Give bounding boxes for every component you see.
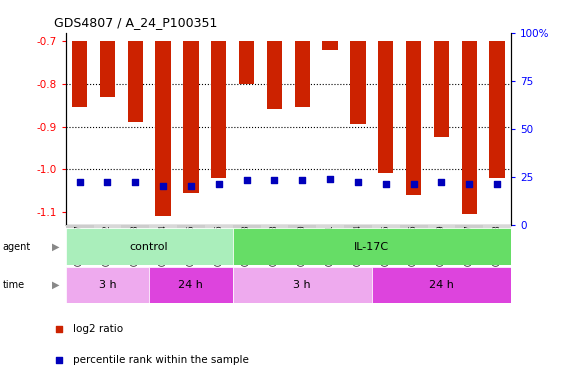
Bar [434,41,449,137]
Text: GSM808633: GSM808633 [242,225,251,266]
Point [242,177,251,184]
Bar [267,41,282,109]
Bar [288,225,316,228]
Bar [72,41,87,107]
Bar [122,225,149,228]
Point [75,179,84,185]
Text: GSM808638: GSM808638 [270,225,279,266]
Point [409,181,418,187]
Bar [155,41,171,216]
Text: 24 h: 24 h [179,280,203,290]
Text: GSM808642: GSM808642 [103,225,112,266]
Text: GSM808644: GSM808644 [353,225,363,266]
Text: GDS4807 / A_24_P100351: GDS4807 / A_24_P100351 [54,16,218,29]
Bar [239,41,254,84]
Text: 3 h: 3 h [99,280,116,290]
Bar [400,225,428,228]
Bar [205,225,233,228]
Text: GSM808635: GSM808635 [381,225,391,266]
Bar [316,225,344,228]
Point [320,192,329,199]
Bar [260,225,288,228]
Bar [233,267,372,303]
Text: GSM808639: GSM808639 [437,225,446,266]
Bar [350,41,365,124]
Text: GSM808636: GSM808636 [409,225,418,266]
Text: GSM808637: GSM808637 [75,225,84,266]
Bar [483,225,511,228]
Point [186,183,195,189]
Bar [211,41,227,178]
Text: ▶: ▶ [53,242,60,252]
Bar [372,225,400,228]
Bar [233,228,511,265]
Bar [100,41,115,97]
Bar [127,41,143,122]
Point [465,181,474,187]
Bar [406,41,421,195]
Bar [183,41,199,193]
Text: GSM808648: GSM808648 [493,225,502,266]
Point [353,179,363,185]
Point [131,179,140,185]
Bar [66,225,94,228]
Text: percentile rank within the sample: percentile rank within the sample [73,355,248,365]
Point [493,181,502,187]
Bar [378,41,393,174]
Text: GSM808645: GSM808645 [186,225,195,266]
Bar [344,225,372,228]
Bar [94,225,122,228]
Text: GSM808647: GSM808647 [465,225,474,266]
Point [297,177,307,184]
Text: time: time [3,280,25,290]
Text: 24 h: 24 h [429,280,454,290]
Bar [295,41,310,107]
Bar [233,225,260,228]
Point [214,181,223,187]
Point [270,177,279,184]
Bar [149,267,233,303]
Text: GSM808646: GSM808646 [214,225,223,266]
Bar [323,41,338,50]
Bar [489,41,505,178]
Text: IL-17C: IL-17C [354,242,389,252]
Text: agent: agent [3,242,31,252]
Text: ▶: ▶ [53,280,60,290]
Bar [461,41,477,214]
Text: GSM808640: GSM808640 [297,225,307,266]
Bar [66,267,149,303]
Bar [456,225,483,228]
Text: 3 h: 3 h [293,280,311,290]
Text: control: control [130,242,168,252]
Text: GSM808643: GSM808643 [131,225,140,266]
Point [159,183,168,189]
Bar [149,225,177,228]
Point [381,181,391,187]
Bar [66,228,233,265]
Point [437,179,446,185]
Text: GSM808634: GSM808634 [159,225,168,266]
Bar [372,267,511,303]
Bar [428,225,456,228]
Text: GSM808641: GSM808641 [325,225,335,266]
Text: log2 ratio: log2 ratio [73,324,123,334]
Point [325,175,335,182]
Point [103,179,112,185]
Bar [177,225,205,228]
